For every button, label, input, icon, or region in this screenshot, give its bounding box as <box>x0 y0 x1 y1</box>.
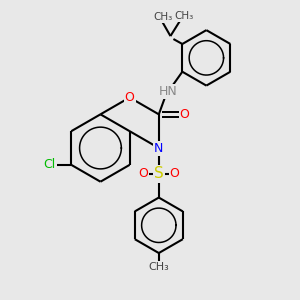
Text: HN: HN <box>158 85 177 98</box>
Text: O: O <box>170 167 180 180</box>
Text: CH₃: CH₃ <box>153 12 172 22</box>
Text: CH₃: CH₃ <box>148 262 169 272</box>
Text: O: O <box>125 91 135 104</box>
Text: N: N <box>154 142 164 154</box>
Text: O: O <box>138 167 148 180</box>
Text: S: S <box>154 166 164 181</box>
Text: CH₃: CH₃ <box>175 11 194 21</box>
Text: Cl: Cl <box>44 158 56 171</box>
Text: O: O <box>180 108 190 121</box>
